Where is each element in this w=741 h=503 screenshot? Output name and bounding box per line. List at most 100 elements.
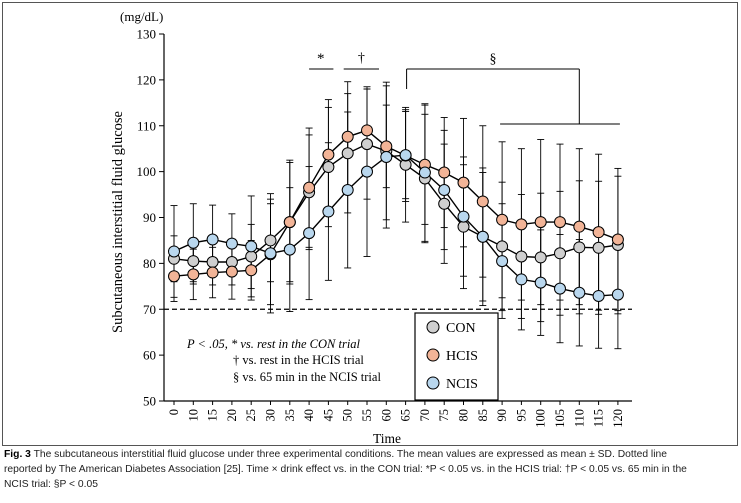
data-point-hcis: [245, 264, 258, 277]
x-tick-label: 20: [225, 409, 239, 422]
stats-note-line1: P < .05, * vs. rest in the CON trial: [186, 337, 361, 351]
caption-label: Fig. 3: [4, 449, 31, 460]
data-point-ncis: [457, 210, 470, 223]
data-point-ncis: [534, 276, 547, 289]
data-point-hcis: [283, 216, 296, 229]
x-tick-label: 95: [514, 409, 528, 422]
data-point-con: [187, 255, 200, 268]
x-axis-title: Time: [373, 431, 401, 446]
data-point-hcis: [515, 218, 528, 231]
y-tick-label: 100: [137, 164, 157, 179]
series-line-ncis: [173, 154, 618, 297]
legend-label-ncis: NCIS: [446, 377, 478, 392]
data-point-hcis: [303, 181, 316, 194]
y-tick-label: 50: [143, 394, 156, 409]
x-tick-label: 70: [418, 409, 432, 422]
x-tick-label: 40: [302, 409, 316, 422]
data-point-ncis: [361, 165, 373, 178]
data-point-ncis: [322, 205, 335, 218]
data-point-ncis: [225, 237, 238, 250]
data-point-con: [592, 241, 605, 254]
data-point-hcis: [534, 216, 547, 229]
legend-marker-con: [426, 320, 440, 334]
data-point-hcis: [476, 195, 489, 208]
data-point-hcis: [361, 124, 373, 137]
data-point-con: [534, 251, 547, 264]
x-tick-label: 85: [476, 409, 490, 422]
x-tick-label: 80: [457, 409, 471, 422]
glucose-chart: 50 60 70 80 90 100 110 120 130 0 10 15 20 25 30 35 40 45 5…: [110, 9, 632, 446]
x-tick-label: 30: [264, 409, 278, 422]
x-tick-label: 100: [534, 409, 548, 428]
stats-note-line3: § vs. 65 min in the NCIS trial: [233, 370, 381, 384]
data-point-ncis: [380, 150, 393, 163]
data-point-ncis: [496, 255, 509, 268]
data-point-ncis: [303, 227, 316, 240]
data-point-ncis: [418, 166, 431, 179]
star-marker: *: [317, 51, 325, 67]
data-point-hcis: [496, 213, 509, 226]
data-point-hcis: [206, 266, 219, 279]
unit-label: (mg/dL): [120, 9, 163, 24]
data-point-ncis: [283, 243, 296, 256]
x-tick-label: 25: [244, 409, 258, 422]
data-point-con: [496, 240, 509, 253]
y-tick-label: 110: [137, 118, 156, 133]
data-point-hcis: [322, 148, 335, 161]
x-tick-label: 75: [437, 409, 451, 422]
x-tick-label: 65: [399, 409, 413, 422]
data-point-hcis: [168, 270, 180, 283]
series-line-hcis: [173, 129, 619, 277]
x-tick-label: 50: [341, 409, 355, 422]
data-point-ncis: [399, 149, 412, 162]
caption-line1: The subcutaneous interstitial fluid gluc…: [33, 449, 667, 460]
data-point-ncis: [554, 282, 566, 295]
data-point-ncis: [438, 183, 451, 196]
plot-frame: [2, 2, 738, 446]
legend-label-hcis: HCIS: [446, 349, 478, 364]
data-point-hcis: [573, 220, 586, 233]
x-tick-label: 60: [379, 409, 393, 422]
y-tick-label: 90: [143, 210, 156, 225]
legend-label-con: CON: [446, 321, 476, 336]
data-point-hcis: [380, 140, 393, 153]
y-tick-label: 80: [143, 256, 156, 271]
caption-line2: reported by The American Diabetes Associ…: [4, 464, 687, 475]
x-tick-label: 110: [572, 409, 586, 427]
data-point-ncis: [611, 288, 624, 301]
data-point-con: [438, 197, 451, 210]
x-tick-label: 115: [592, 409, 606, 427]
legend-marker-hcis: [426, 348, 440, 362]
data-point-ncis: [168, 245, 180, 258]
x-tick-label: 120: [611, 409, 625, 428]
data-point-con: [515, 250, 528, 263]
data-point-con: [264, 234, 277, 247]
y-tick-label: 70: [143, 302, 156, 317]
data-point-hcis: [611, 233, 624, 246]
y-tick-label: 130: [137, 27, 157, 42]
x-tick-label: 105: [553, 409, 567, 428]
x-tick-label: 90: [495, 409, 509, 422]
data-point-hcis: [592, 226, 605, 239]
data-point-con: [206, 255, 219, 268]
data-point-con: [554, 247, 566, 260]
y-tick-label: 60: [143, 348, 156, 363]
data-point-ncis: [264, 247, 277, 260]
data-point-con: [573, 241, 586, 254]
x-tick-label: 0: [167, 409, 181, 415]
data-point-hcis: [438, 166, 451, 179]
data-point-ncis: [187, 236, 200, 249]
x-tick-label: 15: [206, 409, 220, 422]
data-point-ncis: [476, 230, 489, 243]
data-point-con: [361, 138, 373, 151]
x-tick-label: 55: [360, 409, 374, 422]
y-tick-label: 120: [137, 72, 157, 87]
data-point-ncis: [245, 240, 258, 253]
y-axis-title: Subcutaneous interstitial fluid glucose: [110, 111, 126, 333]
data-point-hcis: [554, 216, 566, 229]
stats-note-line2: † vs. rest in the HCIS trial: [233, 353, 364, 367]
legend: CON HCIS NCIS: [414, 312, 499, 401]
data-point-ncis: [592, 289, 605, 302]
dagger-marker: †: [358, 51, 365, 66]
data-point-ncis: [573, 286, 586, 299]
